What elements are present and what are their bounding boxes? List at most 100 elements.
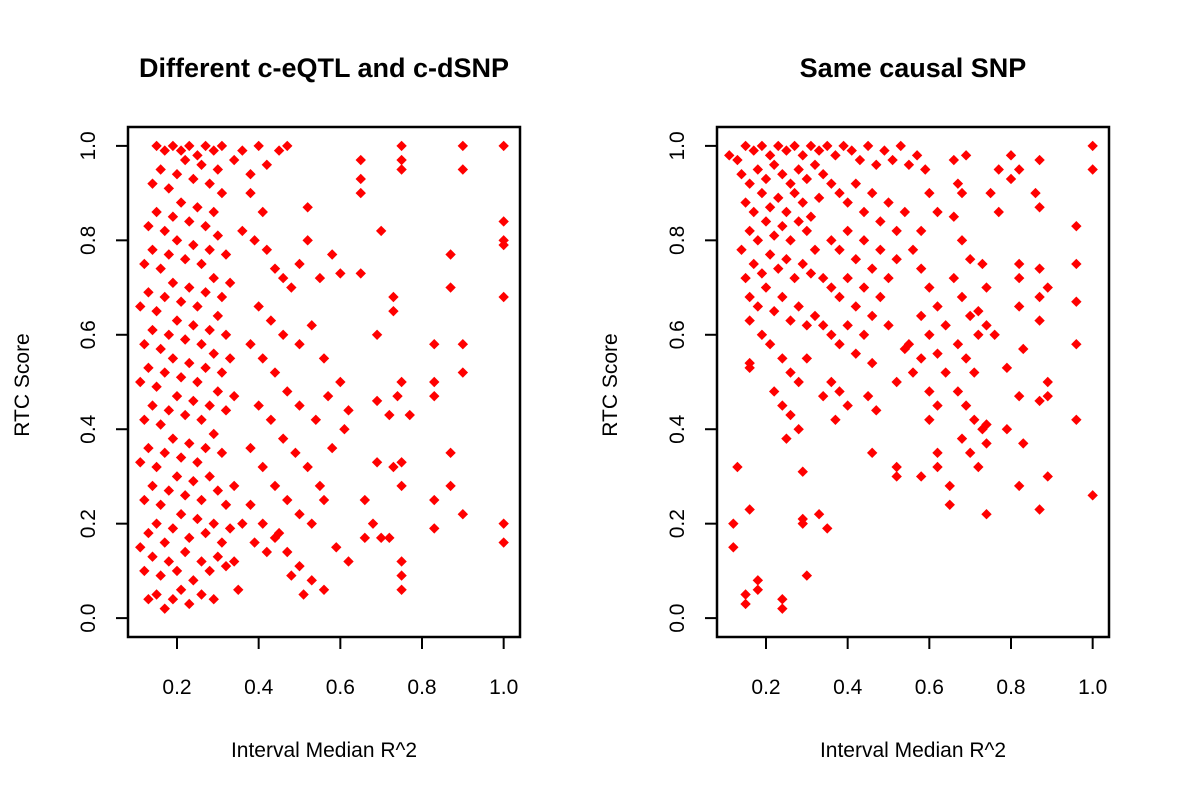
left-data-point	[371, 395, 383, 407]
left-data-point	[269, 367, 281, 378]
right-data-point	[809, 310, 821, 322]
left-y-tick-label: 0.8	[77, 226, 100, 255]
right-data-point	[915, 225, 927, 237]
right-data-point	[981, 282, 992, 293]
right-data-point	[793, 301, 804, 312]
left-data-point	[359, 494, 371, 506]
left-data-point	[155, 419, 166, 430]
left-data-point	[204, 178, 215, 189]
right-data-point	[842, 225, 853, 237]
left-data-point	[257, 206, 268, 218]
left-y-tick-label: 0.6	[77, 320, 100, 349]
right-data-point	[956, 187, 968, 199]
left-y-tick-label: 0.0	[77, 604, 100, 633]
left-data-point	[253, 140, 264, 152]
left-data-point	[245, 169, 256, 180]
left-data-point	[200, 140, 211, 152]
left-data-point	[212, 386, 224, 397]
right-x-axis-label: Interval Median R^2	[820, 739, 1006, 762]
right-data-point	[732, 461, 743, 473]
left-data-point	[192, 457, 203, 468]
right-data-point	[952, 339, 964, 350]
left-data-point	[498, 518, 509, 529]
right-data-point	[875, 244, 886, 255]
left-data-point	[457, 367, 469, 378]
left-data-point	[261, 546, 273, 558]
right-data-point	[944, 499, 955, 510]
left-x-axis-label: Interval Median R^2	[231, 739, 417, 762]
right-data-point	[891, 376, 902, 388]
right-data-point	[834, 386, 845, 397]
left-data-point	[167, 353, 179, 364]
right-data-point	[834, 244, 845, 255]
left-data-point	[184, 140, 195, 152]
left-x-tick-label: 0.8	[407, 676, 436, 699]
right-data-point	[985, 187, 996, 199]
left-data-point	[143, 527, 154, 539]
left-x-tick-label: 0.6	[326, 676, 355, 699]
left-data-point	[253, 301, 264, 312]
right-data-point	[1087, 164, 1098, 175]
right-data-point	[817, 320, 829, 331]
right-data-point	[915, 353, 927, 364]
left-data-point	[143, 362, 154, 374]
right-data-point	[777, 603, 788, 614]
right-data-point	[817, 272, 829, 284]
right-data-point	[830, 150, 841, 161]
right-data-point	[850, 301, 862, 312]
right-data-point	[948, 272, 960, 284]
left-data-point	[384, 532, 395, 544]
right-data-point	[740, 589, 751, 600]
right-data-point	[744, 178, 755, 189]
left-data-point	[188, 173, 199, 185]
left-data-point	[388, 291, 399, 303]
left-data-point	[167, 140, 179, 152]
right-scatter-panel: Same causal SNP Interval Median R^2 RTC …	[599, 53, 1111, 762]
left-data-point	[331, 542, 342, 553]
left-data-point	[429, 339, 440, 350]
right-data-point	[899, 343, 911, 355]
right-data-point	[1013, 390, 1025, 402]
right-data-point	[764, 202, 776, 213]
left-data-point	[151, 305, 162, 317]
left-data-point	[196, 258, 207, 270]
left-data-point	[343, 556, 354, 567]
left-data-point	[318, 494, 330, 506]
right-data-point	[797, 150, 808, 161]
right-data-point	[907, 367, 919, 378]
left-data-point	[228, 154, 240, 166]
right-data-point	[740, 272, 751, 284]
right-y-tick-label: 0.6	[666, 320, 689, 349]
right-data-point	[822, 140, 833, 152]
left-data-point	[335, 376, 346, 388]
left-data-point	[175, 296, 187, 307]
left-data-point	[294, 339, 305, 350]
right-data-point	[826, 376, 837, 388]
right-data-point	[760, 216, 772, 227]
left-data-point	[204, 565, 215, 577]
right-data-point	[1034, 263, 1045, 274]
left-data-point	[253, 400, 264, 411]
left-data-point	[257, 461, 268, 473]
right-data-point	[1030, 187, 1041, 199]
right-data-point	[760, 282, 772, 293]
right-data-point	[781, 433, 792, 444]
right-data-point	[752, 575, 764, 586]
left-data-point	[257, 353, 268, 364]
left-data-point	[184, 357, 195, 369]
left-data-point	[167, 277, 179, 289]
left-data-point	[298, 589, 309, 600]
left-data-point	[302, 202, 313, 213]
left-y-tick-label: 1.0	[77, 131, 100, 160]
left-data-point	[429, 390, 440, 402]
left-data-point	[184, 532, 195, 544]
left-x-tick-label: 1.0	[489, 676, 518, 699]
left-data-point	[257, 518, 268, 529]
right-data-point	[1013, 301, 1025, 312]
left-data-point	[429, 494, 440, 506]
right-data-point	[797, 258, 808, 270]
right-data-point	[1034, 202, 1045, 213]
right-data-point	[1005, 150, 1017, 161]
left-data-point	[155, 499, 166, 510]
